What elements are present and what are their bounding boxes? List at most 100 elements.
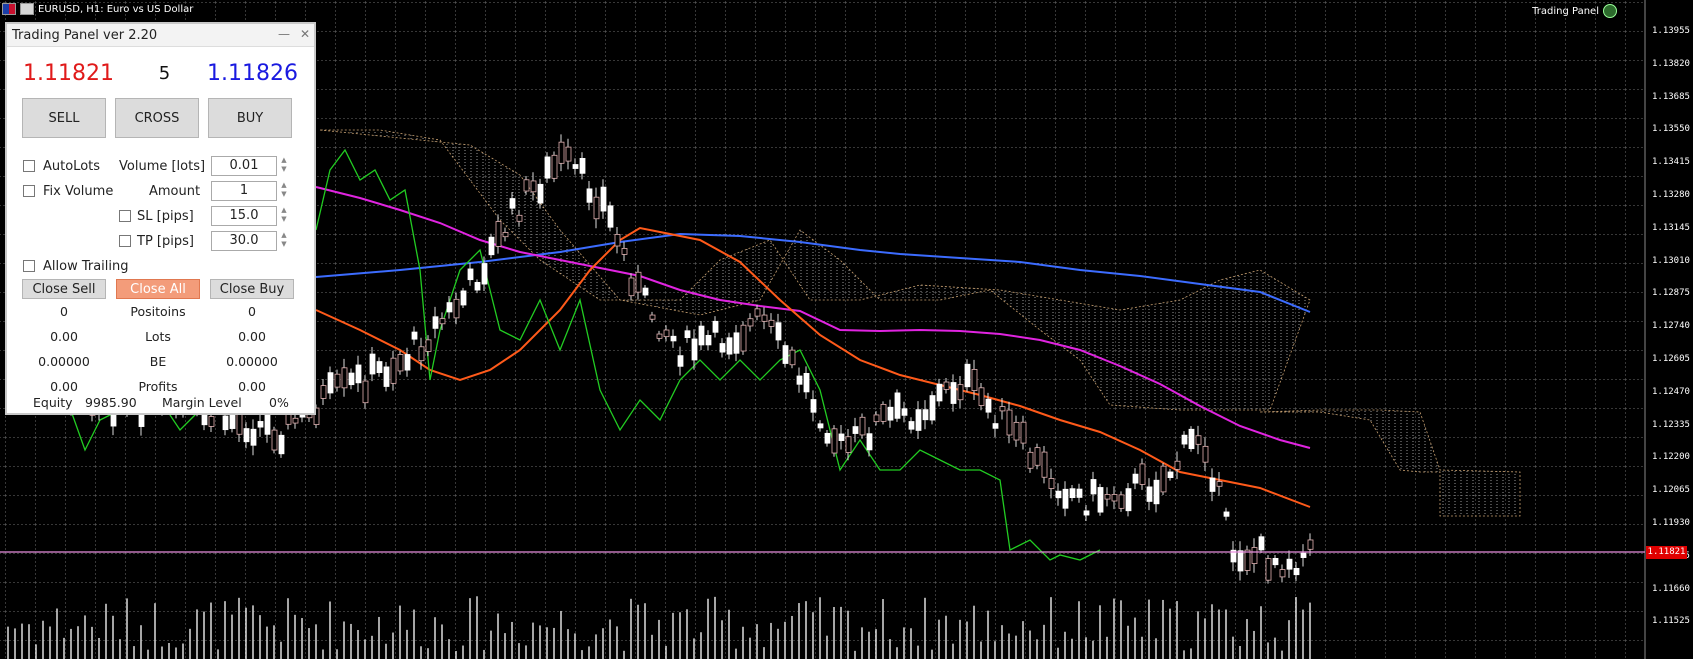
candle-body	[873, 414, 880, 423]
candle-body	[978, 387, 985, 406]
candle-body	[390, 357, 397, 384]
candle-body	[677, 355, 684, 367]
close-icon[interactable]: ✕	[299, 27, 310, 41]
be-buy: 0.00000	[226, 354, 278, 369]
candle-body	[964, 363, 971, 388]
minimize-icon[interactable]: —	[277, 27, 290, 41]
candle-body	[1097, 487, 1104, 513]
tp-stepper-icon[interactable]: ▲ ▼	[281, 231, 287, 248]
candle-body	[397, 354, 404, 372]
ask-price: 1.11826	[207, 60, 298, 86]
fixvolume-checkbox[interactable]	[23, 185, 35, 197]
candle-body	[558, 141, 565, 164]
sl-checkbox[interactable]	[119, 210, 131, 222]
candle-body	[544, 156, 551, 179]
candle-body	[796, 375, 803, 385]
candle-body	[369, 353, 376, 375]
close-sell-button[interactable]: Close Sell	[22, 279, 106, 299]
price-axis-label: 1.13415	[1652, 157, 1690, 168]
panel-title-bar[interactable]: Trading Panel ver 2.20 — ✕	[7, 24, 314, 47]
amount-input[interactable]: 1	[211, 181, 277, 201]
sl-stepper-icon[interactable]: ▲ ▼	[281, 206, 287, 223]
trailing-checkbox[interactable]	[23, 260, 35, 272]
tp-input[interactable]: 30.0	[211, 231, 277, 251]
tp-checkbox[interactable]	[119, 235, 131, 247]
close-buy-button[interactable]: Close Buy	[210, 279, 294, 299]
candle-body	[1111, 494, 1118, 502]
candle-body	[614, 234, 621, 247]
candle-body	[887, 406, 894, 421]
candle-body	[922, 409, 929, 421]
spread-value: 5	[158, 62, 171, 84]
candle-body	[1160, 465, 1167, 493]
candle-body	[1132, 473, 1139, 484]
candle-body	[698, 325, 705, 346]
candle-body	[600, 186, 607, 212]
autolots-label: AutoLots	[43, 158, 101, 174]
volume-input[interactable]: 0.01	[211, 156, 277, 176]
candle-body	[1118, 494, 1125, 509]
candle-body	[537, 183, 544, 204]
ichimoku-cloud	[319, 129, 1311, 411]
candle-body	[929, 395, 936, 421]
candle-body	[880, 403, 887, 422]
candle-body	[1188, 428, 1195, 450]
price-axis-label: 1.13955	[1652, 26, 1690, 36]
candle-body	[1279, 569, 1286, 578]
positions-label: Positoins	[130, 304, 186, 319]
candle-body	[852, 426, 859, 434]
candle-body	[1104, 494, 1111, 500]
autolots-checkbox[interactable]	[23, 160, 35, 172]
close-all-button[interactable]: Close All	[116, 279, 200, 299]
candle-body	[446, 302, 453, 313]
candle-body	[1069, 488, 1076, 499]
candle-body	[334, 373, 341, 388]
buy-button[interactable]: BUY	[208, 98, 292, 138]
candle-body	[1146, 486, 1153, 502]
cross-button[interactable]: CROSS	[115, 98, 199, 138]
candle-body	[635, 271, 642, 293]
candle-body	[712, 320, 719, 333]
volume-stepper-icon[interactable]: ▲ ▼	[281, 156, 287, 173]
amount-stepper-icon[interactable]: ▲ ▼	[281, 181, 287, 198]
candle-body	[628, 277, 635, 297]
price-axis-label: 1.13820	[1652, 58, 1690, 69]
candle-body	[530, 180, 537, 193]
price-axis-label: 1.13550	[1652, 124, 1690, 135]
candle-body	[341, 367, 348, 389]
candle-body	[817, 423, 824, 429]
eur-flag-icon	[2, 3, 16, 15]
candle-body	[565, 146, 572, 162]
candle-body	[1202, 445, 1209, 463]
candle-body	[1174, 460, 1181, 470]
chart-symbol-label: EURUSD, H1: Euro vs US Dollar	[38, 3, 194, 15]
candle-body	[1223, 511, 1230, 517]
usd-flag-icon	[20, 3, 34, 15]
candle-body	[432, 316, 439, 329]
candle-body	[1062, 488, 1069, 509]
candle-body	[957, 384, 964, 401]
price-axis-label: 1.13010	[1652, 255, 1690, 266]
volume-bars	[7, 596, 1311, 659]
tp-label: TP [pips]	[137, 233, 194, 249]
indicator-label[interactable]: Trading Panel	[1532, 4, 1617, 18]
sell-button[interactable]: SELL	[22, 98, 106, 138]
candle-body	[208, 416, 215, 427]
price-axis-label: 1.13280	[1652, 190, 1690, 200]
candle-body	[1251, 547, 1258, 564]
price-axis-label: 1.11930	[1652, 518, 1690, 528]
candle-body	[1055, 490, 1062, 499]
positions-buy: 0	[248, 304, 256, 319]
candle-body	[257, 421, 264, 428]
candle-body	[971, 369, 978, 391]
candle-body	[439, 318, 446, 325]
ma-orange	[315, 226, 1311, 508]
profits-buy: 0.00	[238, 379, 266, 394]
candle-body	[845, 436, 852, 453]
candle-body	[488, 236, 495, 256]
sl-input[interactable]: 15.0	[211, 206, 277, 226]
candle-body	[684, 330, 691, 339]
lots-sell: 0.00	[50, 329, 78, 344]
candle-body	[495, 221, 502, 247]
price-axis-label: 1.13145	[1652, 222, 1690, 233]
